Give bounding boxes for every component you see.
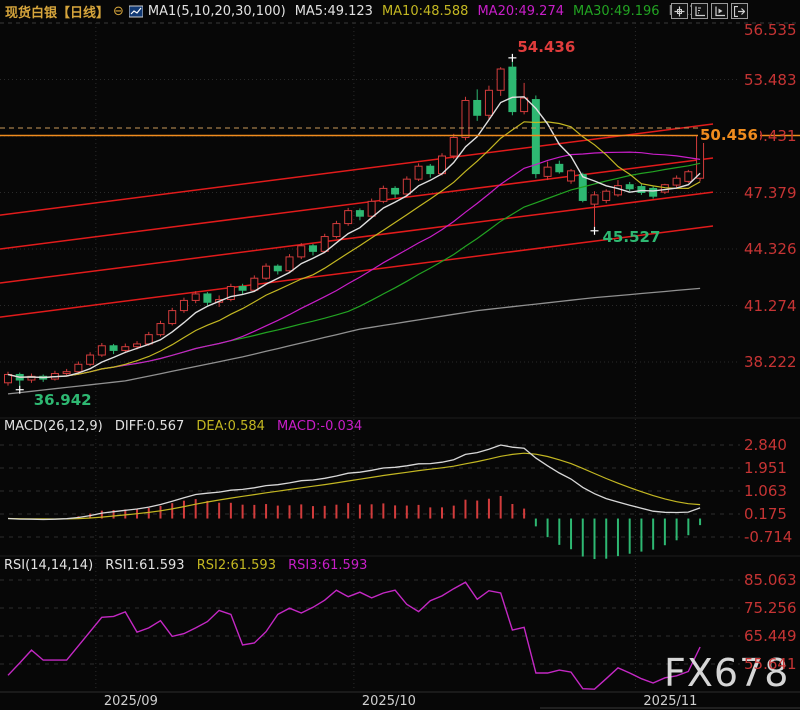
high-annotation-label: 54.436 [517,37,576,56]
rsi-tick-label: 65.449 [744,626,797,645]
current-price-label: 50.456 [698,125,760,144]
chart-type-icon[interactable] [128,5,143,18]
rsi-tick-label: 55.641 [744,654,797,673]
price-tick-label: 56.535 [744,21,797,39]
rsi-tick-label: 85.063 [744,571,797,589]
macd-tick-label: 1.951 [744,459,787,477]
ma-settings-label: MA1(5,10,20,30,100) [147,3,286,19]
macd-diff-value: DIFF:0.567 [114,419,185,434]
macd-tick-label: 2.840 [744,435,787,454]
macd-params-label: MACD(26,12,9) [4,419,103,434]
low-annotation-label: 36.942 [33,390,92,409]
axis-scale-icon[interactable] [691,3,708,19]
chart-header: 现货白银【日线】 ⊖ MA1(5,10,20,30,100) MA5:49.12… [0,0,800,22]
x-axis-date-label: 2025/11 [643,694,698,709]
rsi-header: RSI(14,14,14) RSI1:61.593 RSI2:61.593 RS… [4,558,375,573]
crosshair-icon[interactable] [671,3,688,19]
price-tick-label: 41.274 [744,296,797,315]
macd-tick-label: -0.714 [744,528,793,547]
rsi1-value: RSI1:61.593 [105,558,185,573]
x-axis-date-label: 2025/09 [103,694,158,709]
price-tick-label: 44.326 [744,240,797,259]
rsi3-value: RSI3:61.593 [288,558,368,573]
swing-low-annotation-label: 45.527 [602,227,661,246]
macd-hist-value: MACD:-0.034 [277,419,363,434]
x-axis-date-label: 2025/10 [361,694,416,709]
rsi-tick-label: 75.256 [744,598,797,617]
price-tick-label: 47.379 [744,183,797,202]
macd-dea-value: DEA:0.584 [196,419,265,434]
ma-value-label: MA30:49.196 [573,3,660,19]
collapse-icon[interactable]: ⊖ [113,3,124,19]
ma-value-label: MA5:49.123 [294,3,373,19]
macd-tick-label: 0.175 [744,505,787,523]
ma-value-label: MA20:49.274 [477,3,564,19]
axis-play-icon[interactable] [711,3,728,19]
price-tick-label: 38.222 [744,353,797,372]
price-tick-label: 53.483 [744,70,797,89]
rsi-params-label: RSI(14,14,14) [4,558,94,573]
instrument-title: 现货白银【日线】 [5,5,110,21]
ma-value-label: MA10:48.588 [381,3,469,19]
macd-tick-label: 1.063 [744,482,787,500]
macd-header: MACD(26,12,9) DIFF:0.567 DEA:0.584 MACD:… [4,419,370,434]
chart-toolbar [671,3,748,19]
watermark: FX678 [664,651,790,695]
ma-values-row: MA5:49.123 MA10:48.588 MA20:49.274 MA30:49.… [286,4,706,19]
exit-fullscreen-icon[interactable] [731,3,748,19]
rsi2-value: RSI2:61.593 [196,558,276,573]
